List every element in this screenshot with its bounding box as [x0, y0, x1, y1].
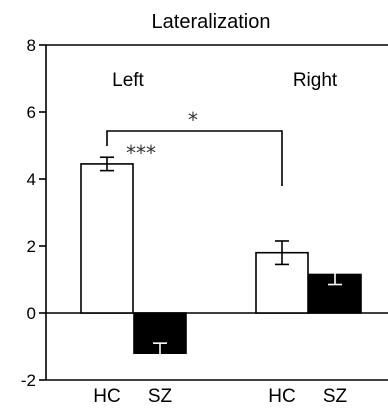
y-ticks: -2 0 2 4 6 8 [21, 36, 46, 390]
error-bar [153, 342, 167, 365]
error-bars [100, 156, 342, 365]
significance-bracket [106, 130, 283, 186]
category-label: SZ [148, 386, 173, 407]
error-bar [100, 156, 114, 172]
group-label-left: Left [112, 70, 144, 91]
significance-star-left: *** [126, 141, 156, 165]
bar-right-sz [308, 273, 362, 314]
y-tick-label: 0 [27, 304, 36, 323]
bar-left-hc [80, 163, 134, 314]
group-label-right: Right [293, 70, 338, 91]
category-labels: HC SZ HC SZ [93, 386, 347, 407]
category-label: HC [268, 386, 295, 407]
y-tick-label: 4 [27, 170, 36, 189]
category-label: HC [93, 386, 120, 407]
y-tick-label: 2 [27, 237, 36, 256]
y-tick-label: 8 [27, 36, 36, 55]
bars [80, 163, 362, 355]
error-bar [328, 263, 342, 286]
y-tick-label: -2 [21, 371, 36, 390]
category-label: SZ [323, 386, 348, 407]
chart-title: Lateralization [152, 11, 271, 33]
y-tick-label: 6 [27, 103, 36, 122]
error-bar [275, 240, 289, 266]
significance-star-hc: * [188, 108, 198, 132]
